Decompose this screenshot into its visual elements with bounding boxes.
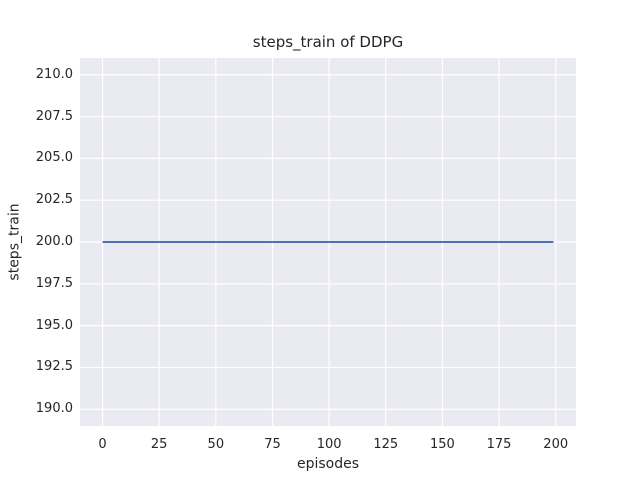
x-tick-label: 0 — [98, 437, 107, 452]
y-tick-label: 202.5 — [35, 192, 73, 208]
x-axis-label: episodes — [296, 456, 360, 472]
x-tick-label: 150 — [430, 437, 455, 452]
y-tick-label: 207.5 — [35, 108, 73, 124]
x-tick-label: 100 — [316, 437, 342, 452]
x-tick-label: 125 — [373, 437, 399, 452]
y-tick-label: 197.5 — [35, 275, 73, 291]
y-tick-label: 190.0 — [35, 401, 73, 417]
chart-title: steps_train of DDPG — [252, 33, 404, 51]
x-tick-label: 75 — [264, 437, 281, 452]
plot-area — [80, 58, 576, 426]
plot-canvas — [80, 58, 576, 426]
x-tick-label: 200 — [543, 437, 569, 452]
y-tick-label: 195.0 — [35, 317, 73, 333]
x-tick-label: 50 — [207, 437, 225, 452]
y-tick-label: 200.0 — [35, 234, 73, 249]
x-tick-label: 175 — [486, 437, 512, 452]
y-tick-label: 210.0 — [35, 66, 73, 82]
y-tick-label: 192.5 — [35, 359, 73, 375]
y-tick-label: 205.0 — [35, 150, 73, 166]
x-tick-label: 25 — [150, 437, 168, 452]
